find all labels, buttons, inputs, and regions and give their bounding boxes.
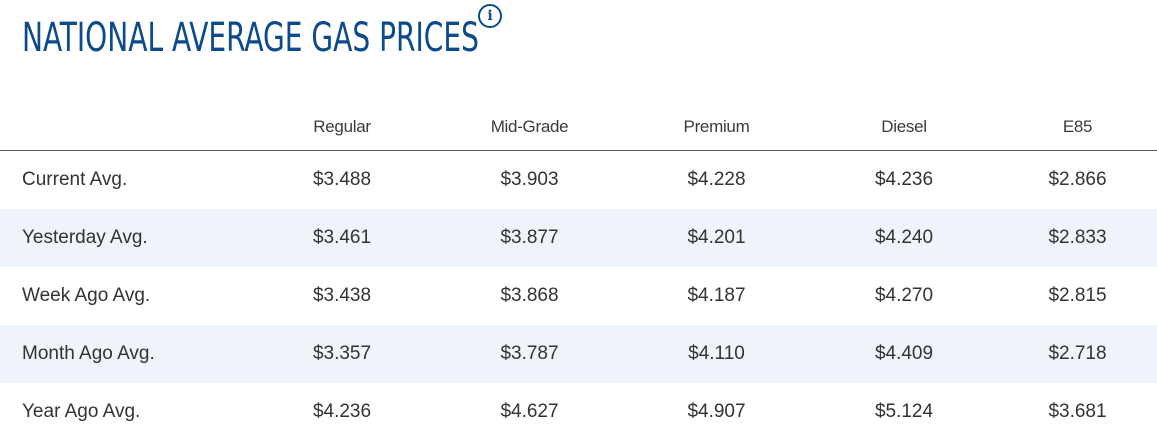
price-cell: $3.357 (248, 325, 436, 383)
column-header-diesel: Diesel (810, 104, 998, 151)
price-cell: $3.461 (248, 209, 436, 267)
price-cell: $3.787 (436, 325, 623, 383)
price-cell: $4.187 (687, 285, 746, 306)
info-icon[interactable]: i (478, 4, 502, 28)
price-cell: $2.718 (998, 325, 1157, 383)
price-cell: $5.124 (874, 401, 934, 422)
price-cell: $4.201 (623, 209, 810, 267)
table-row: Week Ago Avg. $3.438 $3.868 $4.187 $4.27… (0, 267, 1157, 325)
price-cell: $4.907 (687, 401, 746, 422)
price-cell: $4.228 (687, 169, 746, 190)
row-label: Year Ago Avg. (22, 401, 141, 422)
price-cell: $3.903 (500, 169, 559, 190)
price-cell: $4.270 (874, 285, 934, 306)
column-header-premium: Premium (623, 104, 810, 151)
price-cell: $2.815 (1048, 285, 1107, 306)
price-cell: $4.236 (874, 169, 934, 190)
column-header-regular: Regular (248, 104, 436, 151)
gas-prices-table: Regular Mid-Grade Premium Diesel E85 Cur… (0, 104, 1157, 441)
table-row: Year Ago Avg. $4.236 $4.627 $4.907 $5.12… (0, 383, 1157, 441)
price-cell: $2.833 (998, 209, 1157, 267)
price-cell: $3.868 (500, 285, 559, 306)
column-header-mid-grade: Mid-Grade (436, 104, 623, 151)
price-cell: $4.409 (810, 325, 998, 383)
table-row: Yesterday Avg. $3.461 $3.877 $4.201 $4.2… (0, 209, 1157, 267)
row-label: Yesterday Avg. (0, 209, 248, 267)
price-cell: $4.627 (500, 401, 559, 422)
price-cell: $3.877 (436, 209, 623, 267)
price-cell: $3.488 (312, 169, 372, 190)
price-cell: $4.240 (810, 209, 998, 267)
page-title: NATIONAL AVERAGE GAS PRICES (22, 15, 479, 61)
row-label: Current Avg. (22, 169, 128, 190)
table-row: Current Avg. $3.488 $3.903 $4.228 $4.236… (0, 151, 1157, 210)
table-header-row: Regular Mid-Grade Premium Diesel E85 (0, 104, 1157, 151)
price-cell: $4.236 (312, 401, 372, 422)
title-row: NATIONAL AVERAGE GAS PRICES (22, 8, 608, 68)
price-cell: $4.110 (623, 325, 810, 383)
column-header (0, 104, 248, 151)
row-label: Month Ago Avg. (0, 325, 248, 383)
row-label: Week Ago Avg. (22, 285, 151, 306)
price-cell: $3.438 (312, 285, 372, 306)
table-row: Month Ago Avg. $3.357 $3.787 $4.110 $4.4… (0, 325, 1157, 383)
price-cell: $3.681 (1048, 401, 1107, 422)
column-header-e85: E85 (998, 104, 1157, 151)
price-cell: $2.866 (1048, 169, 1107, 190)
